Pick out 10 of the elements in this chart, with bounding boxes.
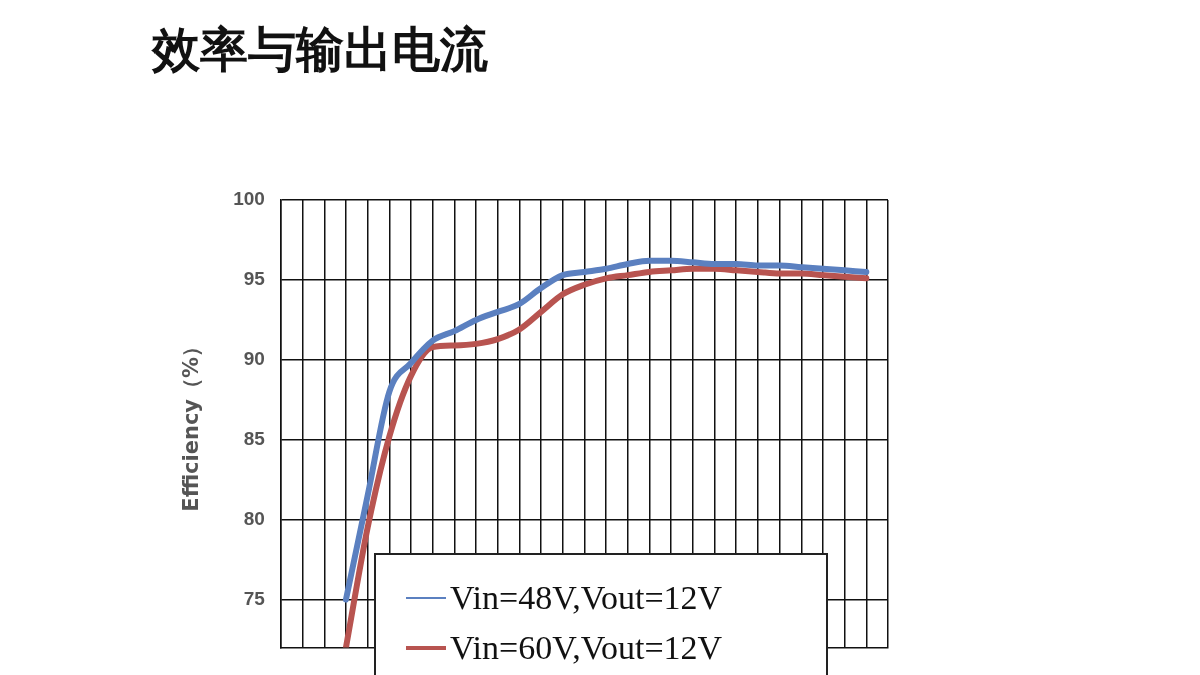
y-tick-label: 90 <box>243 348 265 370</box>
y-tick-label: 80 <box>243 507 265 529</box>
y-tick-label: 95 <box>243 268 266 290</box>
legend-label: Vin=48V,Vout=12V <box>450 579 723 617</box>
legend-label: Vin=60V,Vout=12V <box>450 629 723 667</box>
y-tick-label: 75 <box>243 587 266 609</box>
chart-title: 效率与输出电流 <box>152 20 488 79</box>
y-tick-label: 100 <box>233 188 265 210</box>
y-tick-label: 85 <box>243 428 266 450</box>
y-axis-title: Efficiency（%） <box>179 335 204 512</box>
